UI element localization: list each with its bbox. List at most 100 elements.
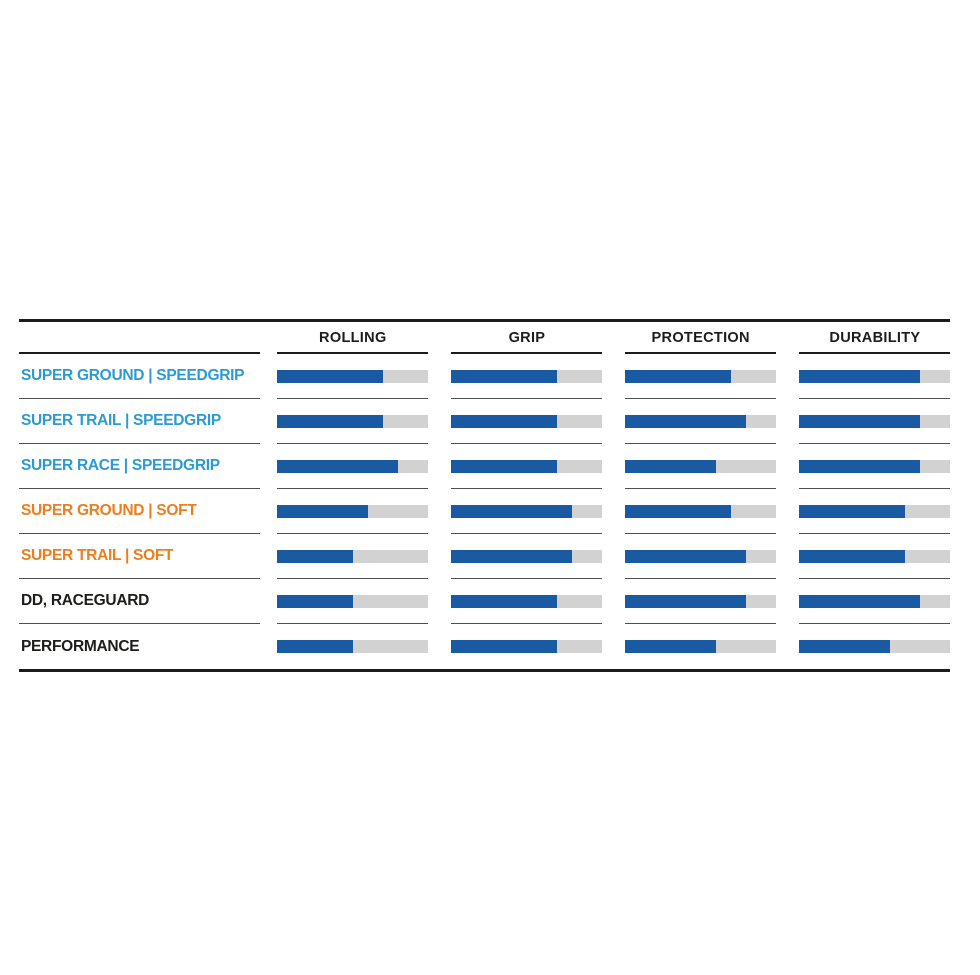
table-row: SUPER RACE | SPEEDGRIP xyxy=(19,444,950,489)
rating-bar-fill xyxy=(799,594,920,608)
rating-cell-durability xyxy=(799,399,950,444)
rating-bar-track xyxy=(451,549,602,563)
rating-bar-track xyxy=(277,640,428,653)
rating-bar-track xyxy=(451,640,602,653)
rating-cell-rolling xyxy=(277,354,428,399)
rating-bar-fill xyxy=(625,504,731,518)
row-label-cell: PERFORMANCE xyxy=(19,624,260,669)
table-row: SUPER GROUND | SOFT xyxy=(19,489,950,534)
rating-cell-rolling xyxy=(277,624,428,669)
rating-cell-protection xyxy=(625,399,776,444)
rating-bar-track xyxy=(277,594,428,608)
rating-cell-durability xyxy=(799,534,950,579)
rating-cell-protection xyxy=(625,534,776,579)
rating-cell-grip xyxy=(451,354,602,399)
rating-bar-fill xyxy=(625,549,746,563)
rating-bar-fill xyxy=(799,549,905,563)
rating-cell-protection xyxy=(625,354,776,399)
rating-cell-rolling xyxy=(277,399,428,444)
column-header-protection-cell: PROTECTION xyxy=(625,322,776,354)
column-header-durability: DURABILITY xyxy=(828,328,920,346)
rating-cell-grip xyxy=(451,489,602,534)
row-label: SUPER RACE | SPEEDGRIP xyxy=(20,457,220,474)
row-label-cell: DD, RACEGUARD xyxy=(19,579,260,624)
rating-bar-fill xyxy=(451,369,557,383)
row-label: PERFORMANCE xyxy=(20,637,140,655)
rating-bar-track xyxy=(451,459,602,473)
row-label-cell: SUPER TRAIL | SOFT xyxy=(19,534,260,579)
rating-bar-fill xyxy=(625,594,746,608)
rating-cell-rolling xyxy=(277,579,428,624)
rating-cell-durability xyxy=(799,579,950,624)
rating-bar-fill xyxy=(277,549,353,563)
rating-bar-track xyxy=(799,504,950,518)
rating-bar-track xyxy=(277,504,428,518)
column-header-rolling: ROLLING xyxy=(318,328,387,346)
table-row: SUPER TRAIL | SPEEDGRIP xyxy=(19,399,950,444)
rating-cell-grip xyxy=(451,624,602,669)
rating-bar-track xyxy=(799,414,950,428)
rating-cell-protection xyxy=(625,624,776,669)
table-row: DD, RACEGUARD xyxy=(19,579,950,624)
rating-bar-track xyxy=(799,369,950,383)
rating-cell-grip xyxy=(451,399,602,444)
rating-cell-durability xyxy=(799,489,950,534)
column-header-rolling-cell: ROLLING xyxy=(277,322,428,354)
table-row: PERFORMANCE xyxy=(19,624,950,669)
rating-cell-durability xyxy=(799,354,950,399)
rating-bar-track xyxy=(625,369,776,383)
rating-bar-track xyxy=(799,640,950,653)
row-label: SUPER TRAIL | SOFT xyxy=(20,547,174,564)
rating-bar-track xyxy=(277,549,428,563)
row-label: SUPER GROUND | SOFT xyxy=(20,502,197,519)
rating-bar-track xyxy=(625,414,776,428)
tire-comparison-table: ROLLING GRIP PROTECTION DURABILITY SUPER… xyxy=(19,319,950,672)
row-label: SUPER GROUND | SPEEDGRIP xyxy=(20,367,245,384)
header-spacer-cell xyxy=(19,322,260,354)
rating-cell-rolling xyxy=(277,489,428,534)
rating-bar-fill xyxy=(451,594,557,608)
rating-bar-fill xyxy=(799,369,920,383)
table-row: SUPER GROUND | SPEEDGRIP xyxy=(19,354,950,399)
rating-bar-fill xyxy=(277,640,353,653)
row-label: SUPER TRAIL | SPEEDGRIP xyxy=(20,412,221,429)
rating-bar-track xyxy=(451,369,602,383)
rating-cell-grip xyxy=(451,534,602,579)
rating-cell-rolling xyxy=(277,444,428,489)
rating-bar-fill xyxy=(799,640,890,653)
rating-bar-track xyxy=(625,504,776,518)
rating-bar-fill xyxy=(625,414,746,428)
rating-bar-track xyxy=(625,549,776,563)
column-header-grip-cell: GRIP xyxy=(451,322,602,354)
rating-bar-fill xyxy=(277,459,398,473)
rating-bar-track xyxy=(799,459,950,473)
rating-cell-rolling xyxy=(277,534,428,579)
row-label: DD, RACEGUARD xyxy=(20,592,150,609)
row-label-cell: SUPER RACE | SPEEDGRIP xyxy=(19,444,260,489)
rating-bar-track xyxy=(625,640,776,653)
rating-bar-fill xyxy=(451,504,572,518)
rating-bar-fill xyxy=(625,369,731,383)
rating-cell-protection xyxy=(625,444,776,489)
rating-bar-fill xyxy=(277,594,353,608)
rating-bar-track xyxy=(799,594,950,608)
rating-bar-fill xyxy=(277,414,383,428)
rating-bar-track xyxy=(277,414,428,428)
rating-bar-fill xyxy=(451,414,557,428)
rating-cell-durability xyxy=(799,444,950,489)
rating-bar-fill xyxy=(451,640,557,653)
rating-bar-fill xyxy=(277,369,383,383)
table-body: SUPER GROUND | SPEEDGRIP SUPER TRAIL | S… xyxy=(19,354,950,669)
rating-bar-track xyxy=(625,459,776,473)
rating-bar-fill xyxy=(451,549,572,563)
row-label-cell: SUPER TRAIL | SPEEDGRIP xyxy=(19,399,260,444)
column-header-grip: GRIP xyxy=(508,328,545,346)
rating-cell-protection xyxy=(625,579,776,624)
rating-bar-fill xyxy=(625,640,716,653)
rating-cell-grip xyxy=(451,444,602,489)
table-row: SUPER TRAIL | SOFT xyxy=(19,534,950,579)
rating-cell-protection xyxy=(625,489,776,534)
rating-bar-fill xyxy=(799,414,920,428)
rating-bar-track xyxy=(451,504,602,518)
